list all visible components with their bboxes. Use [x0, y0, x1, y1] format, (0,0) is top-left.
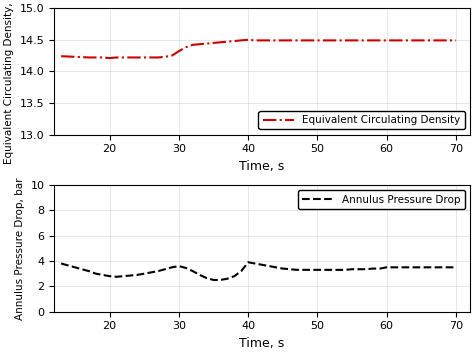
Equivalent Circulating Density — [321, 38, 327, 42]
Line: Annulus Pressure Drop: Annulus Pressure Drop — [61, 262, 456, 280]
Annulus Pressure Drop — [210, 278, 216, 282]
Equivalent Circulating Density — [246, 38, 251, 42]
Annulus Pressure Drop — [453, 265, 459, 269]
Annulus Pressure Drop — [321, 268, 327, 272]
Annulus Pressure Drop — [58, 261, 64, 266]
Equivalent Circulating Density — [72, 55, 78, 59]
Equivalent Circulating Density — [377, 38, 383, 42]
Annulus Pressure Drop — [301, 268, 306, 272]
Annulus Pressure Drop — [218, 278, 223, 282]
Legend: Annulus Pressure Drop: Annulus Pressure Drop — [298, 190, 465, 209]
Annulus Pressure Drop — [72, 265, 78, 269]
Y-axis label: Annulus Pressure Drop, bar: Annulus Pressure Drop, bar — [15, 177, 25, 320]
Y-axis label: Equivalent Circulating Density, ppg: Equivalent Circulating Density, ppg — [4, 0, 14, 164]
Equivalent Circulating Density — [107, 56, 112, 60]
Line: Equivalent Circulating Density: Equivalent Circulating Density — [61, 40, 456, 58]
Annulus Pressure Drop — [336, 268, 341, 272]
Equivalent Circulating Density — [58, 54, 64, 58]
X-axis label: Time, s: Time, s — [239, 337, 285, 350]
Equivalent Circulating Density — [453, 38, 459, 42]
Annulus Pressure Drop — [377, 267, 383, 271]
Equivalent Circulating Density — [336, 38, 341, 42]
X-axis label: Time, s: Time, s — [239, 160, 285, 173]
Equivalent Circulating Density — [218, 40, 223, 44]
Equivalent Circulating Density — [301, 38, 306, 42]
Annulus Pressure Drop — [246, 260, 251, 264]
Legend: Equivalent Circulating Density: Equivalent Circulating Density — [258, 111, 465, 129]
